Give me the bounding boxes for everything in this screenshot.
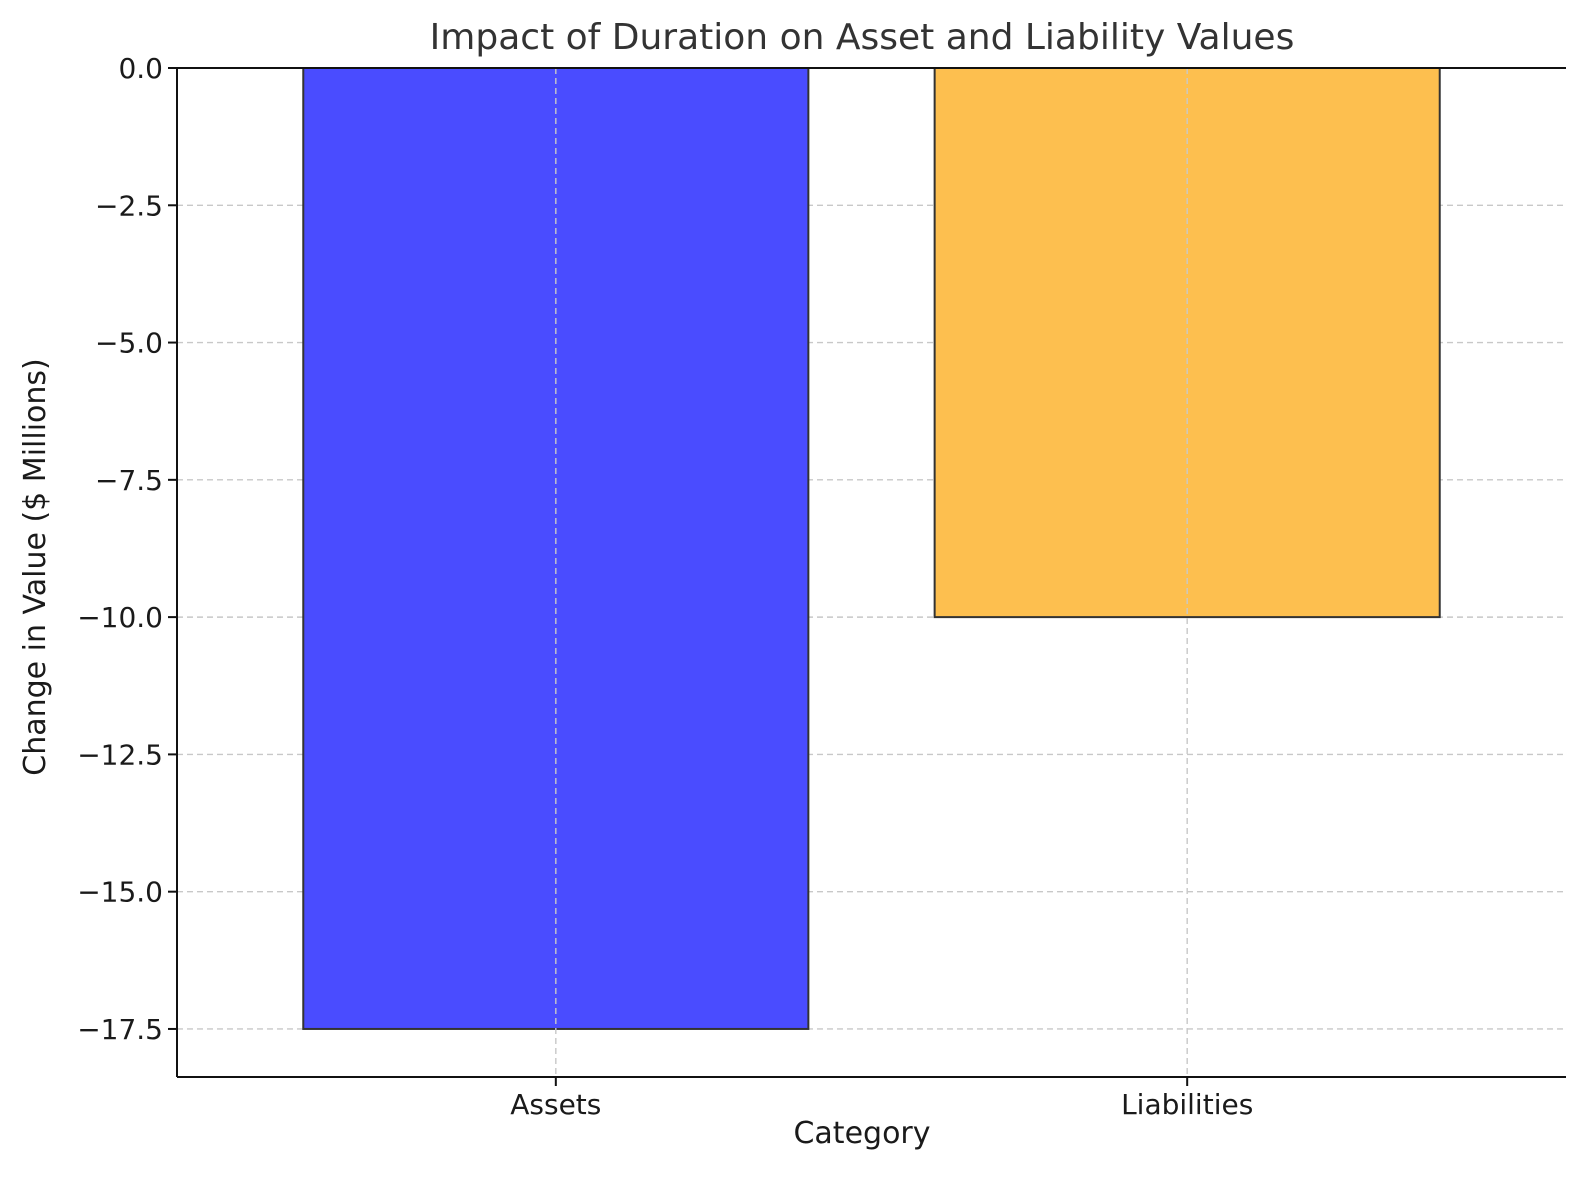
x-grid-layer [555,68,1188,1077]
ticks-layer: 0.0 −2.5 −5.0 −7.5 −10.0 −12.5 −15.0 −17.5 Asset… [77,52,1253,1121]
y-tick-label: −12.5 [77,738,163,771]
chart-title: Impact of Duration on Asset and Liabilit… [430,17,1295,58]
y-tick-label: −5.0 [95,327,163,360]
y-tick-label: −10.0 [77,601,163,634]
y-tick-label: −7.5 [95,464,163,497]
x-tick-label: Liabilities [1121,1088,1253,1121]
axes-layer [176,67,1566,1078]
y-axis-title: Change in Value ($ Millions) [18,358,53,775]
y-tick-label: −15.0 [77,876,163,909]
x-tick-label: Assets [510,1088,601,1121]
y-tick-label: −17.5 [77,1013,163,1046]
x-axis-title: Category [793,1116,930,1151]
y-tick-label: −2.5 [95,189,163,222]
y-tick-label: 0.0 [118,52,163,85]
